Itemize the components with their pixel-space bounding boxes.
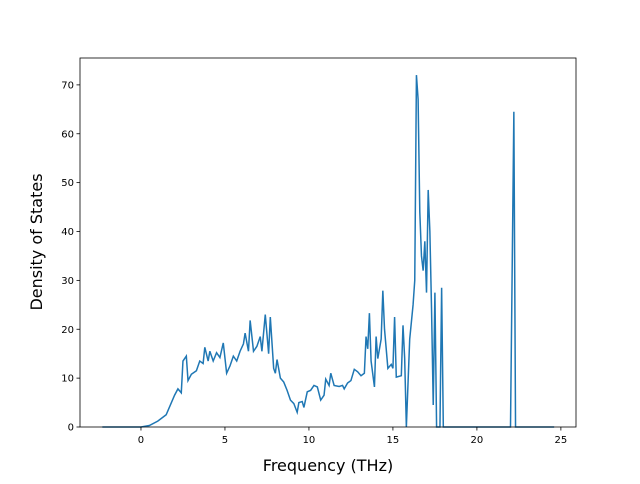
x-tick-label: 10	[303, 435, 316, 446]
y-tick-label: 0	[68, 423, 74, 434]
y-tick-label: 50	[61, 178, 74, 189]
x-tick-label: 20	[471, 435, 484, 446]
y-tick-label: 10	[61, 374, 74, 385]
x-tick-label: 0	[138, 435, 144, 446]
y-axis-label: Density of States	[27, 173, 46, 310]
x-tick-label: 5	[222, 435, 228, 446]
plot-frame	[79, 57, 577, 428]
x-tick-label: 15	[387, 435, 400, 446]
y-tick-label: 20	[61, 325, 74, 336]
line	[102, 75, 555, 428]
y-tick-label: 60	[61, 129, 74, 140]
y-tick-label: 30	[61, 276, 74, 287]
x-tick-label: 25	[555, 435, 568, 446]
y-tick-label: 70	[61, 80, 74, 91]
x-axis-label: Frequency (THz)	[263, 456, 393, 475]
y-tick-label: 40	[61, 227, 74, 238]
